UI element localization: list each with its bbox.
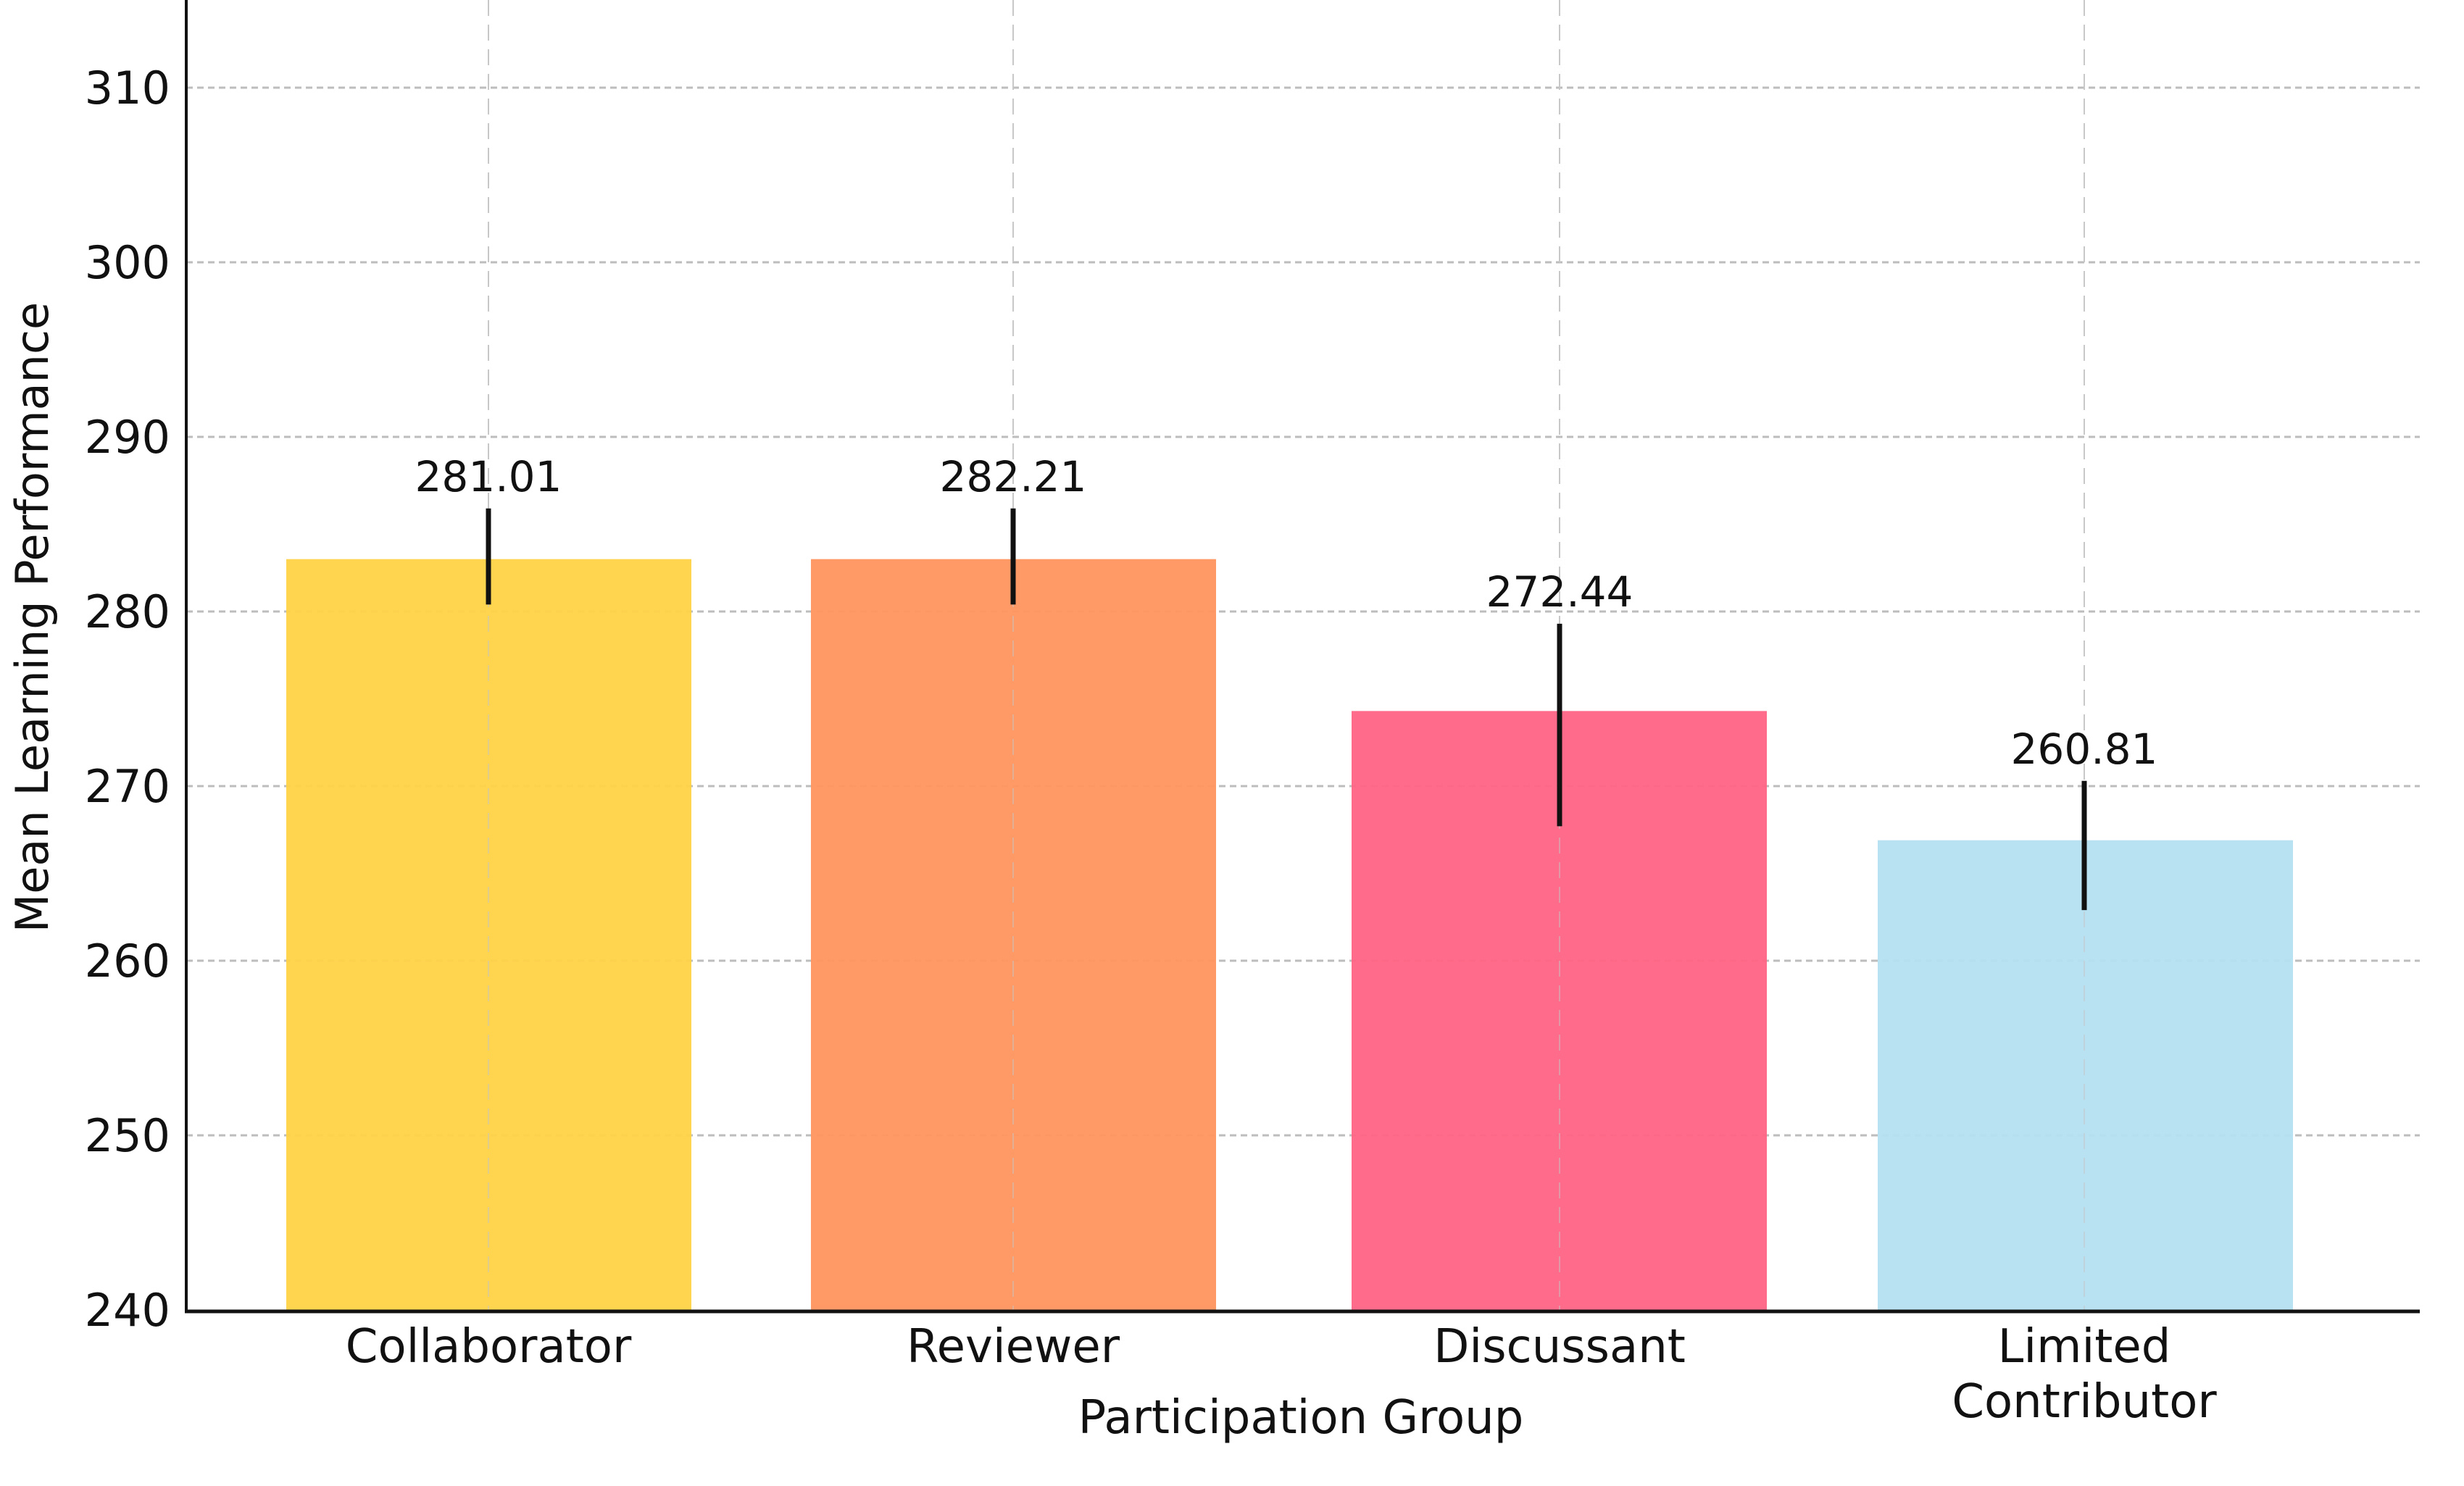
value-annotations: 281.01 282.21 272.44 260.81 bbox=[415, 452, 2158, 774]
y-tick-label: 270 bbox=[85, 760, 170, 813]
bars bbox=[286, 0, 2293, 1311]
y-tick-label: 240 bbox=[85, 1284, 170, 1337]
value-label: 282.21 bbox=[940, 452, 1087, 501]
value-label: 260.81 bbox=[2011, 725, 2158, 774]
x-tick-labels: Collaborator Reviewer Discussant LimitedCon… bbox=[346, 1320, 2218, 1429]
y-tick-label: 310 bbox=[85, 62, 170, 114]
y-tick-label: 250 bbox=[85, 1109, 170, 1162]
y-tick-label: 260 bbox=[85, 935, 170, 988]
y-tick-label: 300 bbox=[85, 236, 170, 289]
y-tick-label: 280 bbox=[85, 585, 170, 638]
x-axis-label: Participation Group bbox=[1078, 1391, 1524, 1445]
x-tick-label: Collaborator bbox=[346, 1320, 632, 1374]
y-axis-label: Mean Learning Performance bbox=[6, 302, 59, 932]
x-tick-label: Contributor bbox=[1952, 1375, 2217, 1429]
y-tick-label: 290 bbox=[85, 411, 170, 464]
value-label: 272.44 bbox=[1486, 567, 1633, 617]
error-bars bbox=[486, 508, 2087, 911]
x-tick-label: Reviewer bbox=[907, 1320, 1120, 1374]
bar-limited-contributor bbox=[1878, 840, 2293, 1310]
x-tick-label: Limited bbox=[1998, 1320, 2171, 1374]
value-label: 281.01 bbox=[415, 452, 562, 501]
x-tick-label: Discussant bbox=[1433, 1320, 1686, 1374]
y-tick-labels: 240 250 260 270 280 290 300 310 bbox=[85, 62, 170, 1337]
